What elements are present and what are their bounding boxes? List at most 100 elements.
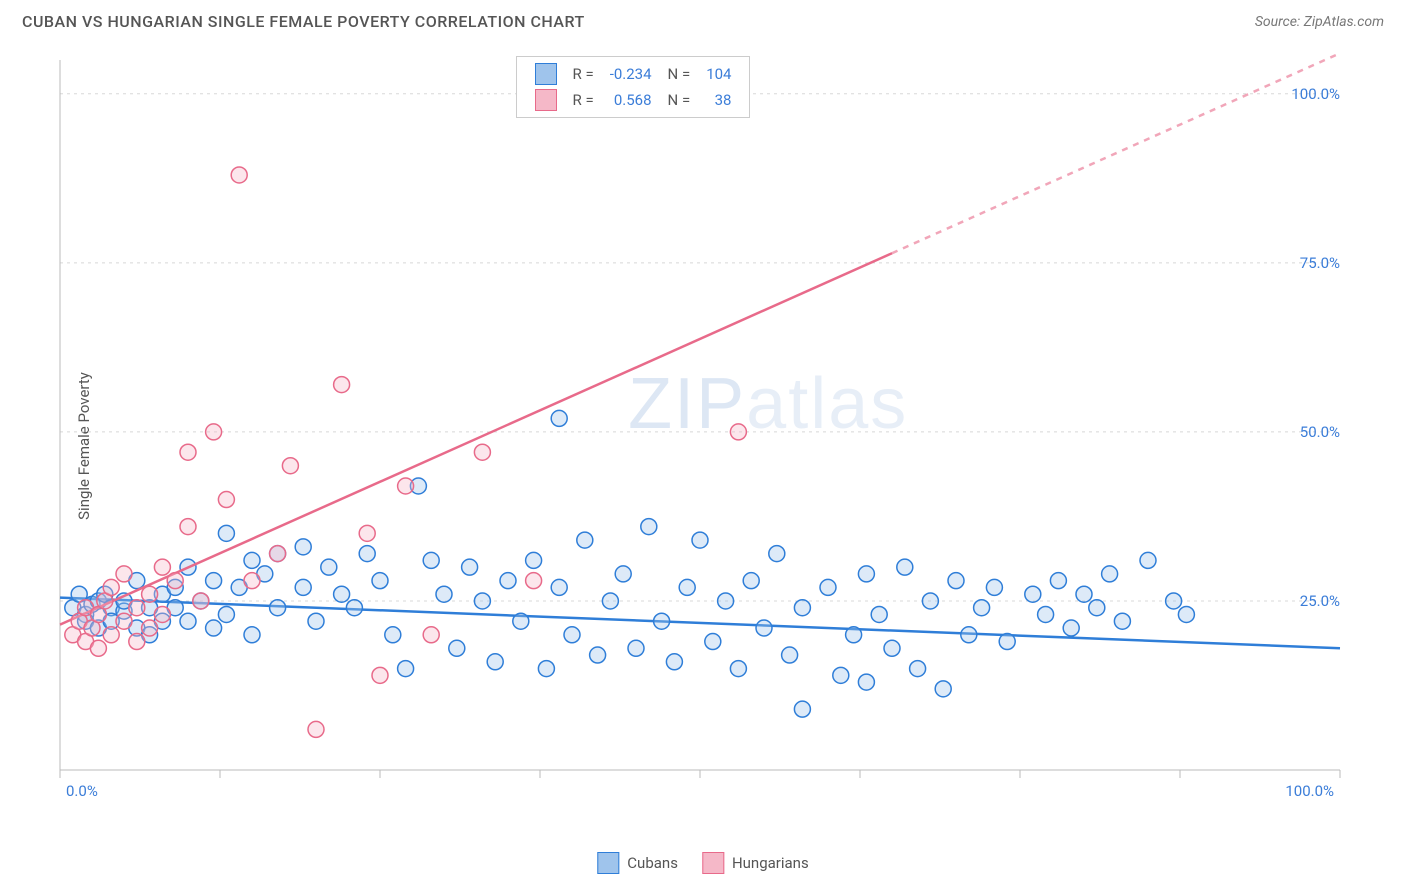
data-point [910,661,926,677]
legend-n-value: 104 [698,61,739,87]
data-point [948,573,964,589]
data-point [974,600,990,616]
data-point [743,573,759,589]
data-point [359,525,375,541]
data-point [116,566,132,582]
data-point [526,552,542,568]
data-point [474,593,490,609]
data-point [167,573,183,589]
data-point [641,519,657,535]
data-point [794,701,810,717]
legend-r-value: -0.234 [602,61,660,87]
data-point [154,606,170,622]
data-point [1038,606,1054,622]
data-point [206,573,222,589]
data-point [999,634,1015,650]
legend-n-value: 38 [698,87,739,113]
series-legend: Cubans Hungarians [597,852,808,874]
data-point [794,600,810,616]
legend-n-label: N = [660,87,699,113]
data-point [1178,606,1194,622]
data-point [270,546,286,562]
data-point [142,620,158,636]
data-point [103,627,119,643]
data-point [103,579,119,595]
data-point [922,593,938,609]
legend-swatch [702,852,724,874]
data-point [1025,586,1041,602]
data-point [129,600,145,616]
data-point [487,654,503,670]
data-point [462,559,478,575]
data-point [730,661,746,677]
data-point [436,586,452,602]
legend-n-label: N = [660,61,699,87]
data-point [372,667,388,683]
data-point [679,579,695,595]
data-point [334,377,350,393]
data-point [385,627,401,643]
data-point [961,627,977,643]
scatter-plot: 25.0%50.0%75.0%100.0%0.0%100.0% [50,50,1380,820]
legend-r-label: R = [565,87,602,113]
data-point [833,667,849,683]
data-point [590,647,606,663]
data-point [538,661,554,677]
data-point [244,627,260,643]
data-point [423,627,439,643]
data-point [884,640,900,656]
data-point [359,546,375,562]
stats-legend-row: R =0.568N =38 [527,87,740,113]
data-point [551,579,567,595]
data-point [577,532,593,548]
data-point [1114,613,1130,629]
data-point [730,424,746,440]
data-point [180,613,196,629]
data-point [782,647,798,663]
legend-label: Cubans [627,854,678,872]
data-point [449,640,465,656]
data-point [295,579,311,595]
data-point [180,444,196,460]
data-point [871,606,887,622]
stats-legend: R =-0.234N =104R =0.568N =38 [516,56,751,118]
legend-r-label: R = [565,61,602,87]
data-point [193,593,209,609]
data-point [820,579,836,595]
data-point [180,519,196,535]
data-point [218,606,234,622]
data-point [154,559,170,575]
chart-source: Source: ZipAtlas.com [1255,14,1384,30]
svg-text:0.0%: 0.0% [66,782,98,800]
data-point [666,654,682,670]
data-point [295,539,311,555]
data-point [526,573,542,589]
data-point [500,573,516,589]
data-point [1076,586,1092,602]
data-point [1089,600,1105,616]
legend-label: Hungarians [732,854,809,872]
data-point [858,566,874,582]
data-point [308,721,324,737]
data-point [692,532,708,548]
data-point [1063,620,1079,636]
chart-title: CUBAN VS HUNGARIAN SINGLE FEMALE POVERTY… [22,12,585,31]
data-point [986,579,1002,595]
svg-text:75.0%: 75.0% [1300,254,1340,272]
data-point [423,552,439,568]
legend-r-value: 0.568 [602,87,660,113]
data-point [756,620,772,636]
svg-text:100.0%: 100.0% [1291,85,1340,103]
data-point [846,627,862,643]
data-point [372,573,388,589]
data-point [1140,552,1156,568]
data-point [615,566,631,582]
data-point [551,410,567,426]
data-point [231,167,247,183]
data-point [142,586,158,602]
data-point [654,613,670,629]
data-point [282,458,298,474]
data-point [321,559,337,575]
data-point [218,492,234,508]
data-point [206,424,222,440]
